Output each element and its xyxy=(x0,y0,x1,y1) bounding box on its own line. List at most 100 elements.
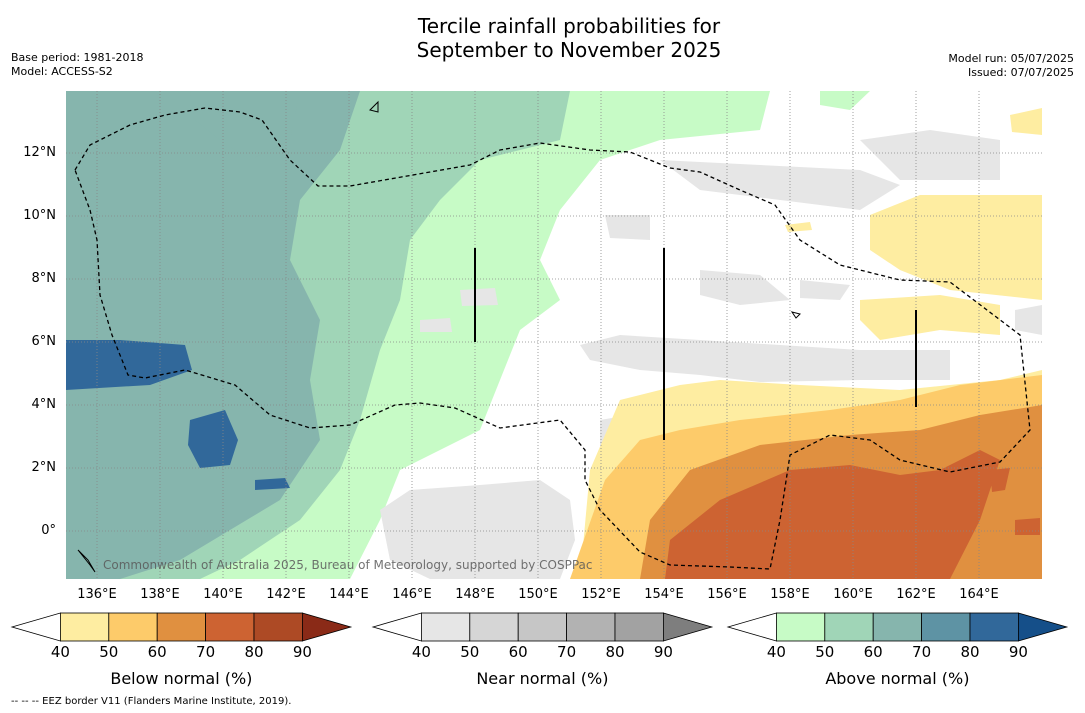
map-body xyxy=(66,91,1042,579)
lon-label: 160°E xyxy=(833,587,873,602)
area-near-east xyxy=(700,270,790,305)
colorbar xyxy=(10,612,353,642)
model-run: Model run: 05/07/2025 xyxy=(948,52,1074,65)
colorbar-tick: 40 xyxy=(50,643,70,661)
area-near-tiny-2 xyxy=(460,288,498,306)
colorbar-segment xyxy=(872,612,923,642)
area-above-50-east xyxy=(820,91,870,110)
lon-label: 152°E xyxy=(581,587,621,602)
colorbar-tick: 90 xyxy=(653,643,673,661)
colorbar-segment xyxy=(614,612,664,642)
colorbar-segment xyxy=(156,612,206,642)
base-period: Base period: 1981-2018 xyxy=(11,51,144,64)
colorbar-extend-high xyxy=(302,612,353,642)
lon-label: 148°E xyxy=(455,587,495,602)
colorbar-segment xyxy=(824,612,874,642)
area-near-small-2 xyxy=(800,280,850,300)
colorbar-tick: 40 xyxy=(411,643,431,661)
colorbar-extend-high xyxy=(1018,612,1069,642)
model-name: Model: ACCESS-S2 xyxy=(11,65,113,78)
meta-left: Base period: 1981-2018 Model: ACCESS-S2 xyxy=(11,51,143,79)
island-icon xyxy=(369,100,379,113)
area-below-50-east xyxy=(860,295,1000,340)
area-below-80 xyxy=(665,450,1000,579)
colorbar-tick: 90 xyxy=(292,643,312,661)
lat-label: 4°N xyxy=(31,397,57,412)
colorbar-segment xyxy=(921,612,971,642)
area-above-70 xyxy=(66,91,360,579)
area-below-80-dot xyxy=(990,468,1010,492)
colorbar-tick: 70 xyxy=(557,643,577,661)
colorbar-segment xyxy=(776,612,826,642)
colorbar-title: Below normal (%) xyxy=(110,669,253,688)
colorbar xyxy=(371,612,714,642)
lat-label: 2°N xyxy=(31,460,57,475)
island-icon xyxy=(790,311,801,319)
lon-label: 140°E xyxy=(203,587,243,602)
colorbar-segment xyxy=(205,612,255,642)
colorbar-segment xyxy=(469,612,519,642)
area-near-ne xyxy=(860,130,1000,180)
lon-label: 146°E xyxy=(392,587,432,602)
colorbar-tick: 80 xyxy=(960,643,980,661)
colorbar-tick: 80 xyxy=(244,643,264,661)
eez-legend-note: -- -- -- EEZ border V11 (Flanders Marine… xyxy=(11,696,292,707)
area-above-80-west xyxy=(66,340,192,390)
title-line-1: Tercile rainfall probabilities for xyxy=(417,14,721,38)
lat-label: 8°N xyxy=(31,271,57,286)
colorbar-extend-high xyxy=(663,612,714,642)
colorbar-title: Above normal (%) xyxy=(825,669,970,688)
colorbar-tick: 80 xyxy=(605,643,625,661)
colorbar-segment xyxy=(969,612,1019,642)
lon-label: 142°E xyxy=(266,587,306,602)
colorbar-tick: 90 xyxy=(1008,643,1028,661)
colorbar-extend-low xyxy=(726,612,777,642)
colorbar-title: Near normal (%) xyxy=(476,669,609,688)
meta-right: Model run: 05/07/2025 Issued: 07/07/2025 xyxy=(948,52,1074,80)
lon-label: 162°E xyxy=(896,587,936,602)
lon-label: 154°E xyxy=(644,587,684,602)
colorbar-tick: 60 xyxy=(147,643,167,661)
area-above-70-north xyxy=(190,91,300,160)
colorbar-segment xyxy=(420,612,471,642)
colorbar-segment xyxy=(566,612,616,642)
colorbar-tick: 60 xyxy=(508,643,528,661)
colorbar-segment xyxy=(60,612,110,642)
area-near-small xyxy=(605,215,650,240)
lon-label: 158°E xyxy=(770,587,810,602)
lat-label: 6°N xyxy=(31,334,57,349)
colorbar xyxy=(726,612,1069,642)
colorbar-segment xyxy=(517,612,568,642)
lon-label: 138°E xyxy=(140,587,180,602)
colorbar-tick: 50 xyxy=(99,643,119,661)
map-title: Tercile rainfall probabilities for Septe… xyxy=(0,14,1085,62)
colorbars xyxy=(10,612,1069,642)
lon-label: 150°E xyxy=(518,587,558,602)
lon-label: 136°E xyxy=(77,587,117,602)
colorbar-extend-low xyxy=(371,612,422,642)
title-line-2: September to November 2025 xyxy=(416,38,722,62)
colorbar-tick: 60 xyxy=(863,643,883,661)
colorbar-extend-low xyxy=(10,612,61,642)
area-near-center xyxy=(580,335,950,382)
area-below-80-dot-2 xyxy=(1015,518,1040,535)
area-above-80-south xyxy=(188,410,238,468)
colorbar-segment xyxy=(253,612,303,642)
colorbar-segment xyxy=(108,612,158,642)
colorbar-tick: 40 xyxy=(766,643,786,661)
copyright-notice: Commonwealth of Australia 2025, Bureau o… xyxy=(103,558,593,572)
lat-label: 0° xyxy=(41,523,56,538)
area-below-50-ne xyxy=(870,195,1042,300)
area-near-tiny xyxy=(420,318,452,332)
area-near-edge xyxy=(1015,305,1042,335)
colorbar-tick: 70 xyxy=(196,643,216,661)
lat-label: 12°N xyxy=(23,145,56,160)
area-above-80-small xyxy=(255,478,290,490)
area-near-south xyxy=(380,480,575,579)
lon-label: 156°E xyxy=(707,587,747,602)
lon-label: 144°E xyxy=(329,587,369,602)
issued-date: Issued: 07/07/2025 xyxy=(967,66,1074,79)
area-near-north xyxy=(660,160,900,210)
lat-label: 10°N xyxy=(23,208,56,223)
